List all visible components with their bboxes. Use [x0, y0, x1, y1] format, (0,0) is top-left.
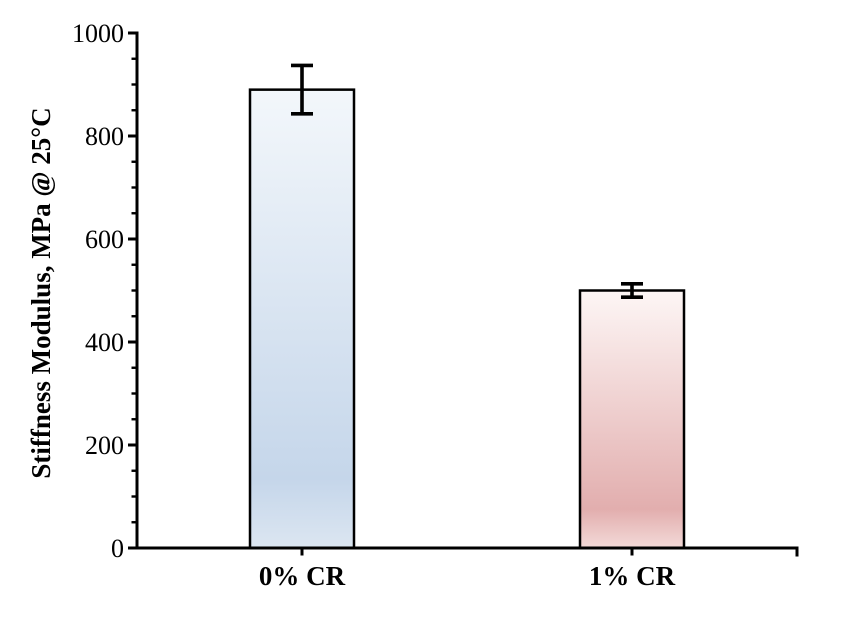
- y-axis-title: Stiffness Modulus, MPa @ 25°C: [26, 107, 56, 478]
- bar-0-cr: [248, 88, 356, 550]
- y-tick-label-200: 200: [85, 431, 124, 460]
- x-category-label-0-cr: 0% CR: [259, 561, 346, 591]
- y-tick-label-800: 800: [85, 122, 124, 151]
- y-tick-label-1000: 1000: [72, 19, 124, 48]
- x-category-label-1-cr: 1% CR: [589, 561, 676, 591]
- bar-1-cr: [578, 289, 686, 550]
- y-tick-label-400: 400: [85, 328, 124, 357]
- y-tick-label-600: 600: [85, 225, 124, 254]
- y-tick-label-0: 0: [111, 534, 124, 563]
